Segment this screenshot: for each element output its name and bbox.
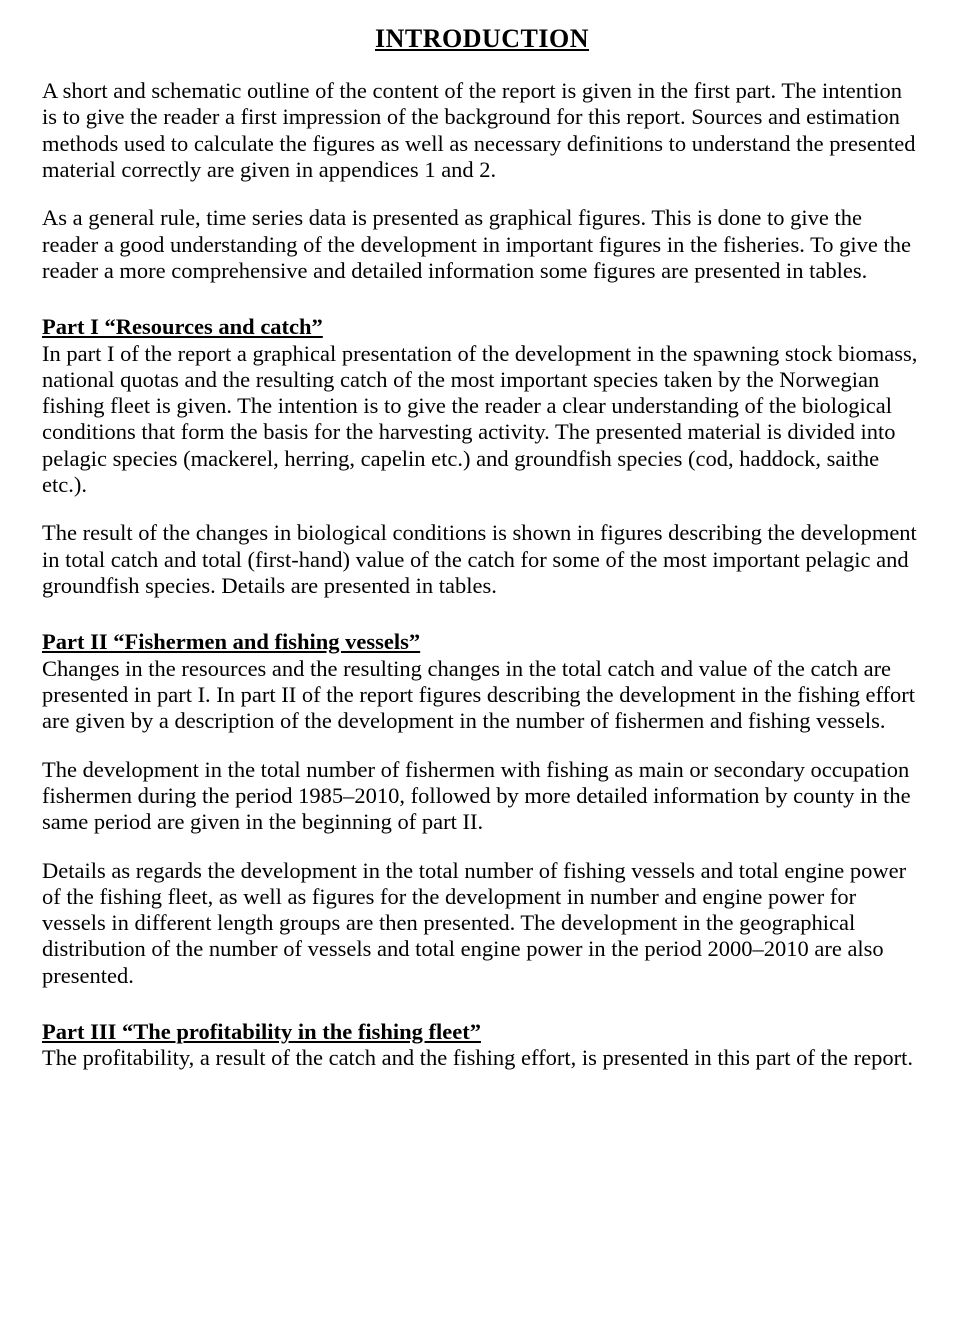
- part-3-heading: Part III “The profitability in the fishi…: [42, 1019, 922, 1045]
- part-3-paragraph-1: The profitability, a result of the catch…: [42, 1045, 922, 1071]
- page-title: INTRODUCTION: [42, 24, 922, 54]
- part-2-paragraph-2: The development in the total number of f…: [42, 757, 922, 836]
- part-1-paragraph-1: In part I of the report a graphical pres…: [42, 341, 922, 499]
- intro-paragraph-1: A short and schematic outline of the con…: [42, 78, 922, 183]
- part-2-section: Part II “Fishermen and fishing vessels” …: [42, 629, 922, 989]
- part-2-heading: Part II “Fishermen and fishing vessels”: [42, 629, 922, 655]
- document-page: INTRODUCTION A short and schematic outli…: [0, 0, 960, 1344]
- part-3-section: Part III “The profitability in the fishi…: [42, 1019, 922, 1072]
- intro-paragraph-2: As a general rule, time series data is p…: [42, 205, 922, 284]
- part-2-paragraph-3: Details as regards the development in th…: [42, 858, 922, 990]
- part-1-heading: Part I “Resources and catch”: [42, 314, 922, 340]
- part-2-paragraph-1: Changes in the resources and the resulti…: [42, 656, 922, 735]
- part-1-section: Part I “Resources and catch” In part I o…: [42, 314, 922, 599]
- part-1-paragraph-2: The result of the changes in biological …: [42, 520, 922, 599]
